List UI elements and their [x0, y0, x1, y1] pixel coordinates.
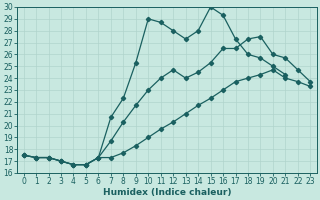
X-axis label: Humidex (Indice chaleur): Humidex (Indice chaleur) [103, 188, 231, 197]
